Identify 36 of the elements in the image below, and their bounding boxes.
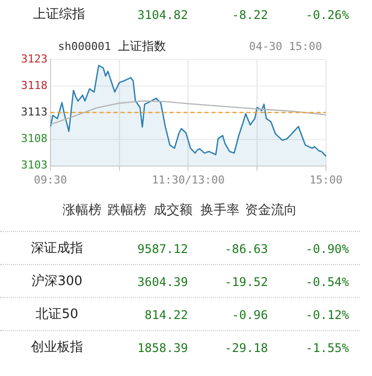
text: -0.54% xyxy=(306,274,349,290)
text: -86.63 xyxy=(224,241,268,257)
text: 04-30 15:00 xyxy=(249,39,322,55)
text: 上证指数 xyxy=(118,38,166,54)
text: -19.52 xyxy=(224,274,268,290)
y-tick-label: 3103 xyxy=(20,158,48,172)
text: 涨幅榜 xyxy=(62,203,102,219)
text: 跌幅榜 xyxy=(108,203,146,219)
text: -8.22 xyxy=(232,7,268,23)
text: 成交额 xyxy=(154,203,192,219)
text: 9587.12 xyxy=(137,241,188,257)
text: 3604.39 xyxy=(137,274,188,290)
text: 1858.39 xyxy=(137,340,188,356)
text: -0.26% xyxy=(306,7,349,23)
x-tick-label: 09:30 xyxy=(34,173,68,186)
x-tick-label: 15:00 xyxy=(309,173,343,186)
text: 814.22 xyxy=(144,307,188,323)
text: 深证成指 xyxy=(31,241,83,257)
text: sh000001 xyxy=(58,39,111,55)
text: -29.18 xyxy=(224,340,268,356)
text: 北证50 xyxy=(36,307,78,323)
text: 沪深300 xyxy=(32,274,82,290)
y-tick-label: 3118 xyxy=(20,79,48,92)
text: 上证综指 xyxy=(33,7,85,23)
y-tick-label: 3113 xyxy=(20,106,48,119)
x-tick-label: 11:30/13:00 xyxy=(152,173,225,186)
text: 3104.82 xyxy=(137,7,188,23)
text: 创业板指 xyxy=(31,340,83,356)
y-tick-label: 3108 xyxy=(20,132,48,146)
text: -0.96 xyxy=(232,307,268,323)
text: 资金流向 xyxy=(245,203,297,219)
text: -0.12% xyxy=(306,307,349,323)
y-tick-label: 3123 xyxy=(20,52,48,66)
text: -1.55% xyxy=(306,340,349,356)
text: 换手率 xyxy=(200,203,240,219)
text: -0.90% xyxy=(306,241,349,257)
